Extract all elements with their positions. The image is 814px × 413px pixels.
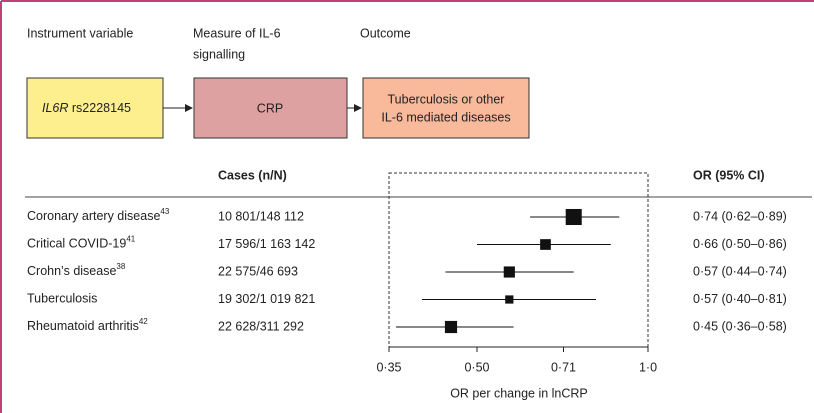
cases: 17 596/1 163 142 [218,237,315,251]
point-estimate [444,320,458,334]
row-label: Critical COVID-1941 [27,235,136,251]
cases: 22 628/311 292 [218,319,304,333]
outcome-label: IL-6 mediated diseases [381,110,510,124]
point-estimate [505,295,514,304]
point-estimate [503,266,515,278]
plot-frame [388,172,649,348]
instrument-label: IL6R rs2228145 [42,101,131,115]
column-header: Instrument variable [27,26,133,40]
snp: rs2228145 [72,101,131,115]
or-header: OR (95% CI) [693,168,765,182]
reference: 43 [160,207,169,216]
column-header: signalling [193,47,245,61]
or-label: 0·74 (0·62–0·89) [693,209,787,223]
x-tick-label: 0·71 [551,360,576,374]
row-label: Crohn’s disease38 [27,262,126,278]
row-label: Tuberculosis [27,292,97,306]
column-header: Outcome [360,26,411,40]
or-label: 0·57 (0·40–0·81) [693,292,787,306]
disease: Coronary artery disease [27,209,160,223]
reference: 41 [126,235,135,244]
or-label: 0·45 (0·36–0·58) [693,319,787,333]
or-label: 0·66 (0·50–0·86) [693,237,787,251]
disease: Tuberculosis [27,292,97,306]
measure-box [193,77,348,139]
row-label: Rheumatoid arthritis42 [27,317,148,333]
row-label: Coronary artery disease43 [27,207,170,223]
reference: 38 [116,262,125,271]
disease: Critical COVID-19 [27,237,126,251]
instrument-box [26,77,164,139]
x-axis-label: OR per change in lnCRP [450,386,588,400]
measure-label: CRP [257,101,283,115]
outcome-label: Tuberculosis or other [388,92,505,106]
x-tick-label: 1·0 [639,360,657,374]
outcome-box [362,77,530,139]
cases: 22 575/46 693 [218,264,298,278]
cases: 19 302/1 019 821 [218,292,315,306]
point-estimate [565,208,582,226]
gene: IL6R [42,101,68,115]
cases-header: Cases (n/N) [218,168,287,182]
reference: 42 [139,317,148,326]
disease: Rheumatoid arthritis [27,319,139,333]
x-tick-label: 0·35 [376,360,401,374]
or-label: 0·57 (0·44–0·74) [693,264,787,278]
disease: Crohn’s disease [27,264,116,278]
point-estimate [540,239,551,250]
column-header: Measure of IL-6 [193,26,281,40]
cases: 10 801/148 112 [218,209,304,223]
x-tick-label: 0·50 [464,360,489,374]
